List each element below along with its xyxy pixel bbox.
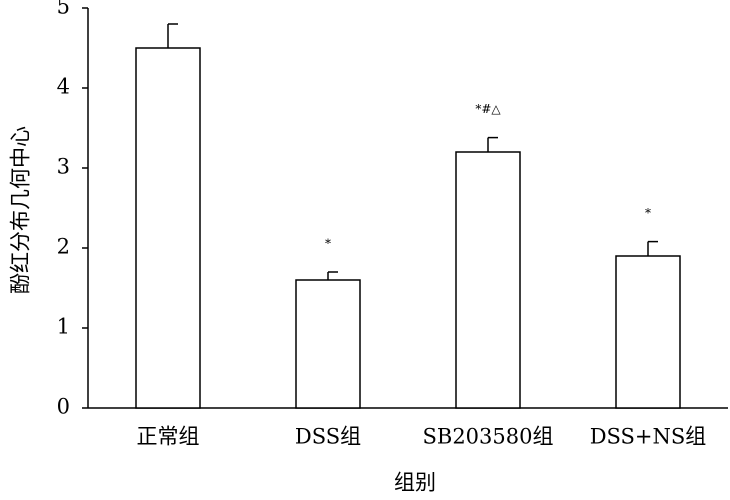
x-tick-label: DSS组 (295, 425, 361, 449)
y-axis-label: 酚红分布几何中心 (9, 126, 33, 294)
y-tick-label: 0 (57, 395, 70, 419)
bar (615, 255, 681, 409)
y-tick-label: 5 (57, 0, 70, 19)
x-tick-label: DSS+NS组 (590, 425, 707, 449)
bar (455, 151, 521, 409)
annotation: * (325, 237, 331, 251)
y-tick-label: 2 (57, 235, 70, 259)
bar (135, 47, 201, 409)
x-tick-label: 正常组 (137, 425, 200, 449)
annotation: *#△ (475, 102, 501, 116)
x-axis-label: 组别 (394, 471, 436, 495)
y-tick-label: 1 (57, 315, 70, 339)
bar (295, 279, 361, 409)
annotation: * (645, 206, 651, 220)
x-tick-label: SB203580组 (423, 425, 554, 449)
y-tick-label: 3 (57, 155, 70, 179)
y-tick-label: 4 (57, 75, 70, 99)
